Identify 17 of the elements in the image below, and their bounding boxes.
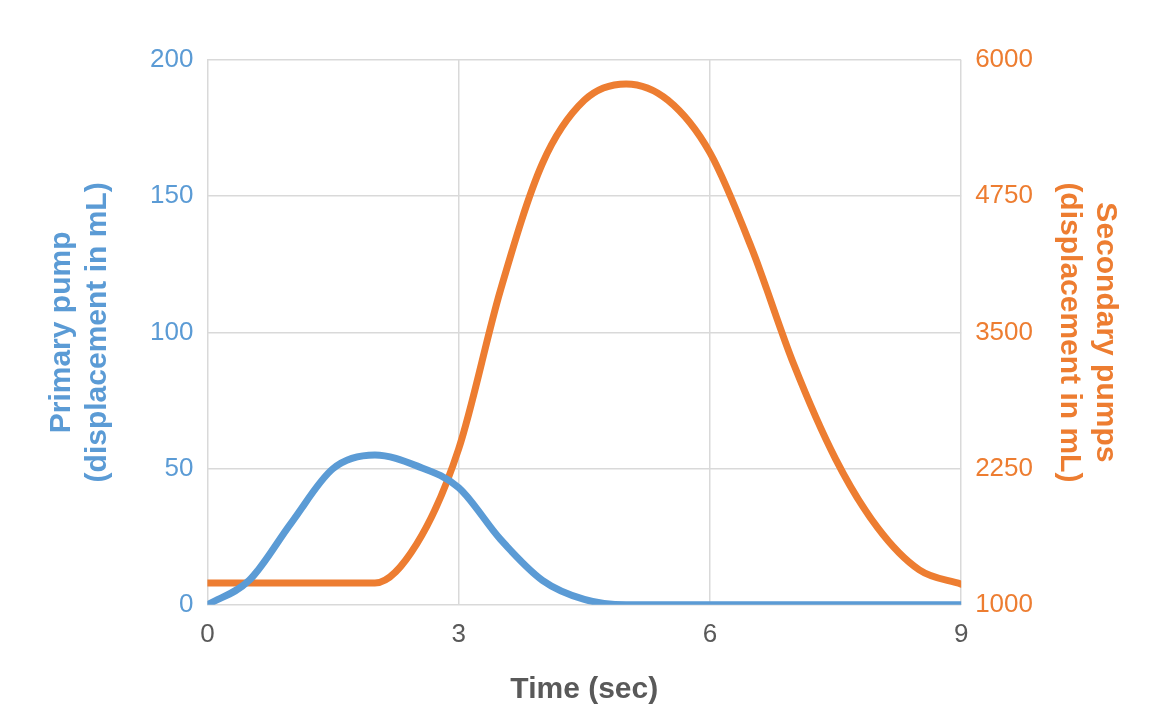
- y2-axis-title: Secondary pumps (displacement in mL): [1054, 182, 1124, 483]
- x-tick-label: 0: [200, 617, 215, 648]
- y2-tick-label: 6000: [975, 43, 1033, 74]
- y-axis-title: Primary pump (displacement in mL): [43, 182, 113, 483]
- y-tick-label: 50: [164, 451, 194, 482]
- y-tick-label: 100: [149, 315, 194, 346]
- x-axis-title: Time (sec): [510, 671, 659, 705]
- y-tick-label: 0: [178, 587, 194, 618]
- y2-tick-label: 3500: [975, 315, 1033, 346]
- x-tick-label: 3: [451, 617, 466, 648]
- y-tick-label: 150: [149, 179, 194, 210]
- y2-tick-label: 4750: [975, 179, 1033, 210]
- y2-tick-label: 2250: [975, 451, 1033, 482]
- y2-tick-label: 1000: [975, 587, 1033, 618]
- x-tick-label: 9: [953, 617, 969, 648]
- x-tick-label: 6: [702, 617, 718, 648]
- y-tick-label: 200: [149, 43, 194, 74]
